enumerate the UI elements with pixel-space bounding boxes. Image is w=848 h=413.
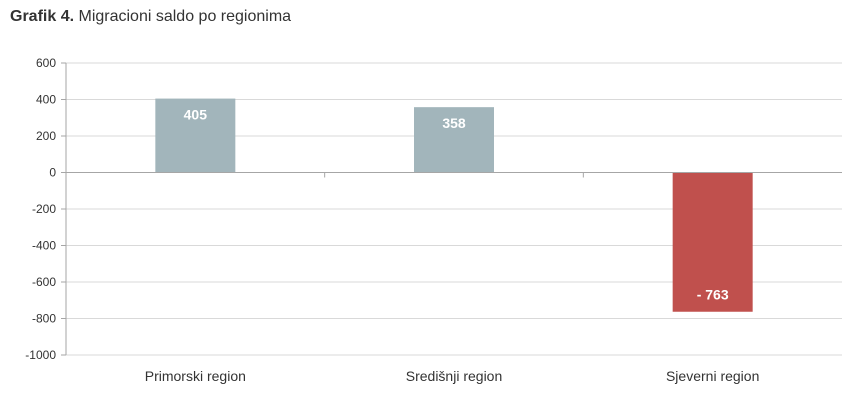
- x-tick-label: Središnji region: [406, 368, 503, 384]
- y-tick-label: -400: [32, 239, 56, 253]
- y-tick-label: 200: [36, 129, 56, 143]
- chart-title: Grafik 4. Migracioni saldo po regionima: [10, 8, 291, 26]
- y-tick-label: -800: [32, 312, 56, 326]
- y-tick-label: 400: [36, 93, 56, 107]
- bar: [155, 98, 236, 173]
- y-tick-label: -200: [32, 202, 56, 216]
- data-label: 405: [184, 107, 208, 123]
- data-label: - 763: [697, 287, 729, 303]
- data-label: 358: [442, 115, 466, 131]
- bar: [414, 107, 494, 173]
- x-tick-label: Primorski region: [145, 368, 246, 384]
- y-tick-label: 0: [49, 166, 56, 180]
- x-tick-label: Sjeverni region: [666, 368, 759, 384]
- chart-title-text: Migracioni saldo po regionima: [78, 8, 292, 25]
- bar: [672, 172, 753, 312]
- y-tick-label: -1000: [25, 348, 56, 362]
- chart-title-prefix: Grafik 4.: [10, 8, 75, 25]
- y-tick-label: -600: [32, 275, 56, 289]
- y-tick-label: 600: [36, 56, 56, 70]
